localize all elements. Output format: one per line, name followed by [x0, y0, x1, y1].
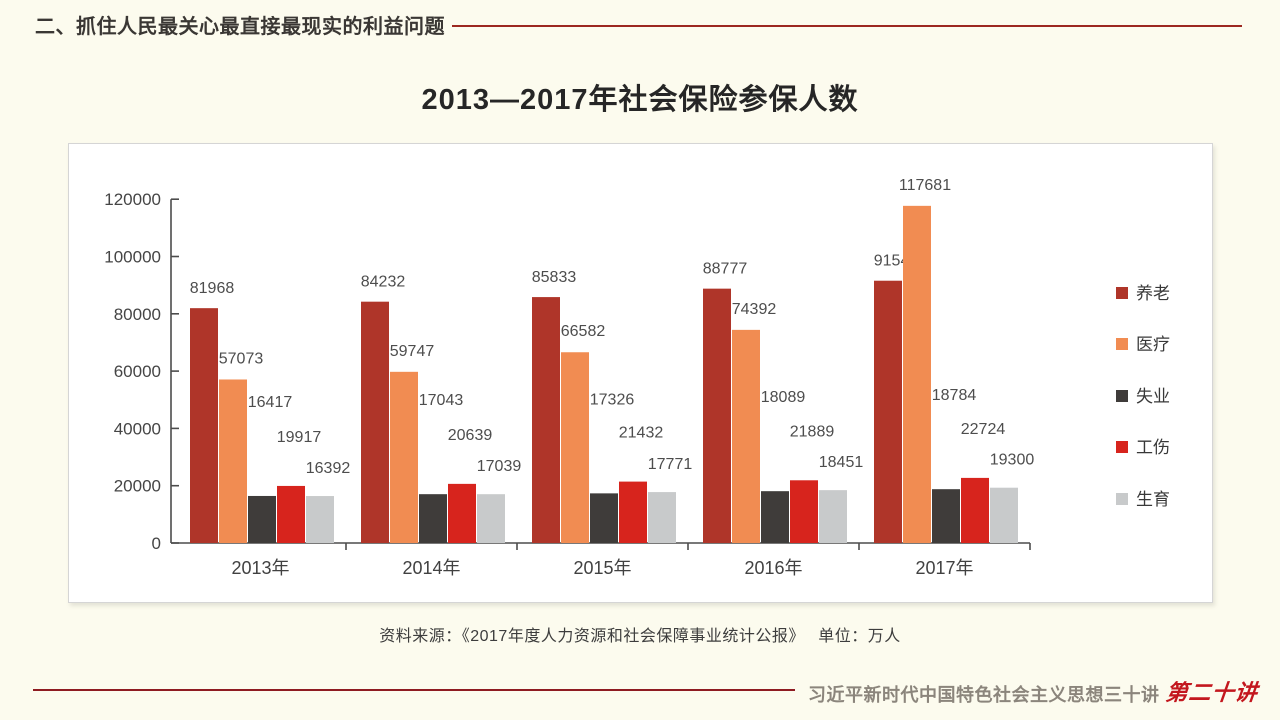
- bar-unemployment-2014: [419, 494, 447, 543]
- bar-pension-2013: [190, 308, 218, 543]
- footer-rule: [33, 689, 795, 691]
- bar-pension-2014: [361, 301, 389, 543]
- bar-value-label: 21432: [619, 425, 664, 442]
- legend-label-unemployment: 失业: [1136, 387, 1170, 406]
- bar-value-label: 17043: [419, 392, 464, 409]
- x-axis-label: 2013年: [231, 558, 289, 578]
- legend-swatch-work-injury: [1116, 441, 1128, 453]
- bar-pension-2016: [703, 288, 731, 543]
- bar-medical-2013: [219, 379, 247, 543]
- bar-maternity-2013: [306, 496, 334, 543]
- bar-value-label: 84232: [361, 274, 406, 291]
- bar-work-injury-2014: [448, 483, 476, 543]
- header-rule: [452, 25, 1242, 27]
- bar-value-label: 18784: [932, 387, 977, 404]
- source-note: 资料来源：《2017年度人力资源和社会保障事业统计公报》 单位：万人: [379, 628, 901, 645]
- bar-medical-2016: [732, 329, 760, 543]
- bar-value-label: 85833: [532, 269, 577, 286]
- bar-work-injury-2015: [619, 481, 647, 543]
- y-axis-label: 0: [152, 534, 161, 553]
- bar-value-label: 81968: [190, 280, 235, 297]
- footer-series-title: 习近平新时代中国特色社会主义思想三十讲: [808, 685, 1160, 705]
- bar-value-label: 17771: [648, 456, 693, 473]
- y-axis-label: 100000: [104, 248, 161, 267]
- bar-value-label: 74392: [732, 301, 777, 318]
- bar-value-label: 16392: [306, 460, 351, 477]
- section-header: 二、抓住人民最关心最直接最现实的利益问题: [35, 13, 1245, 43]
- bar-maternity-2017: [990, 487, 1018, 543]
- bar-value-label: 18451: [819, 454, 864, 471]
- bar-pension-2015: [532, 297, 560, 543]
- legend-label-pension: 养老: [1136, 284, 1170, 303]
- y-axis-label: 120000: [104, 190, 161, 209]
- bar-maternity-2015: [648, 492, 676, 543]
- y-axis-label: 60000: [114, 362, 161, 381]
- bar-value-label: 117681: [899, 177, 951, 194]
- footer-lecture-label: 第二十讲: [1164, 680, 1260, 705]
- bar-chart: 0 20000 40000 60000 80000 100000 120000 81968 57…: [104, 177, 1170, 578]
- bar-value-label: 19300: [990, 452, 1035, 469]
- bar-unemployment-2013: [248, 495, 276, 543]
- legend-label-maternity: 生育: [1136, 490, 1170, 509]
- bar-medical-2017: [903, 205, 931, 543]
- bar-work-injury-2013: [277, 485, 305, 543]
- x-axis-label: 2016年: [744, 558, 802, 578]
- section-title: 二、抓住人民最关心最直接最现实的利益问题: [35, 16, 445, 38]
- bar-maternity-2014: [477, 494, 505, 543]
- bar-value-label: 17326: [590, 391, 635, 408]
- legend-swatch-medical: [1116, 338, 1128, 350]
- legend-label-medical: 医疗: [1136, 335, 1170, 354]
- bar-value-label: 19917: [277, 429, 322, 446]
- legend-swatch-unemployment: [1116, 390, 1128, 402]
- legend-swatch-pension: [1116, 287, 1128, 299]
- bar-unemployment-2016: [761, 491, 789, 543]
- bar-medical-2015: [561, 352, 589, 543]
- bar-value-label: 16417: [248, 394, 293, 411]
- bar-work-injury-2016: [790, 480, 818, 543]
- y-axis-label: 20000: [114, 477, 161, 496]
- bar-value-label: 18089: [761, 389, 806, 406]
- bar-value-label: 17039: [477, 458, 522, 475]
- x-axis-label: 2015年: [573, 558, 631, 578]
- bar-value-label: 66582: [561, 323, 606, 340]
- legend-label-work-injury: 工伤: [1136, 438, 1170, 457]
- bar-value-label: 88777: [703, 261, 748, 278]
- y-axis-label: 80000: [114, 305, 161, 324]
- chart-card: 0 20000 40000 60000 80000 100000 120000 81968 57…: [68, 143, 1213, 603]
- bar-unemployment-2017: [932, 489, 960, 543]
- bar-unemployment-2015: [590, 493, 618, 543]
- bar-medical-2014: [390, 371, 418, 543]
- bar-pension-2017: [874, 280, 902, 543]
- x-axis-label: 2014年: [402, 558, 460, 578]
- bar-maternity-2016: [819, 490, 847, 543]
- x-axis-label: 2017年: [915, 558, 973, 578]
- bar-value-label: 21889: [790, 423, 835, 440]
- bar-value-label: 22724: [961, 421, 1006, 438]
- y-axis-label: 40000: [114, 419, 161, 438]
- legend-swatch-maternity: [1116, 493, 1128, 505]
- bar-value-label: 59747: [390, 343, 435, 360]
- bar-work-injury-2017: [961, 477, 989, 543]
- bar-value-label: 20639: [448, 427, 493, 444]
- chart-title: 2013—2017年社会保险参保人数: [421, 84, 859, 116]
- bar-value-label: 57073: [219, 350, 264, 367]
